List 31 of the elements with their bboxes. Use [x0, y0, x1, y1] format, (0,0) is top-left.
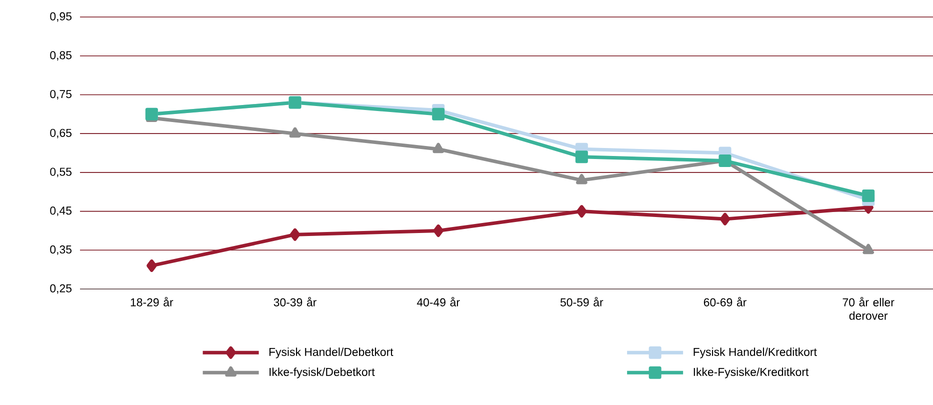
- x-tick-label: 60-69 år: [704, 297, 746, 306]
- point: [576, 205, 587, 218]
- point: [433, 224, 444, 237]
- point: [718, 154, 732, 168]
- x-tick-label: 40-49 år: [416, 297, 460, 306]
- point: [290, 228, 300, 241]
- point: [432, 142, 444, 154]
- point: [289, 127, 301, 138]
- y-tick-label: 0,85: [50, 51, 72, 61]
- y-tick-label: 0,35: [50, 245, 72, 255]
- y-tick-label: 0,65: [50, 128, 72, 138]
- point: [146, 259, 157, 272]
- y-tick-label: 0,45: [50, 206, 72, 216]
- legend-label: Fysisk Handel/Debetkort: [269, 348, 394, 358]
- x-tick-label: 50-59 år: [560, 297, 604, 306]
- point: [862, 244, 874, 254]
- y-tick-label: 0,25: [50, 284, 72, 294]
- x-tick-label: 70 år eller derover: [842, 297, 894, 320]
- point: [575, 150, 588, 164]
- y-tick-label: 0,95: [50, 12, 72, 22]
- x-tick-label: 18-29 år: [130, 297, 174, 306]
- y-tick-label: 0,55: [50, 168, 72, 178]
- legend-label: Fysisk Handel/Kreditkort: [694, 348, 817, 358]
- point: [720, 212, 730, 226]
- legend-label: Ikke-Fysiske/Kreditkort: [694, 368, 809, 378]
- point: [862, 189, 875, 202]
- point: [432, 108, 445, 120]
- y-tick-label: 0,75: [50, 90, 72, 100]
- legend-label: Ikke-fysisk/Debetkort: [270, 368, 375, 378]
- x-tick-label: 30-39 år: [274, 297, 316, 306]
- point: [576, 174, 588, 184]
